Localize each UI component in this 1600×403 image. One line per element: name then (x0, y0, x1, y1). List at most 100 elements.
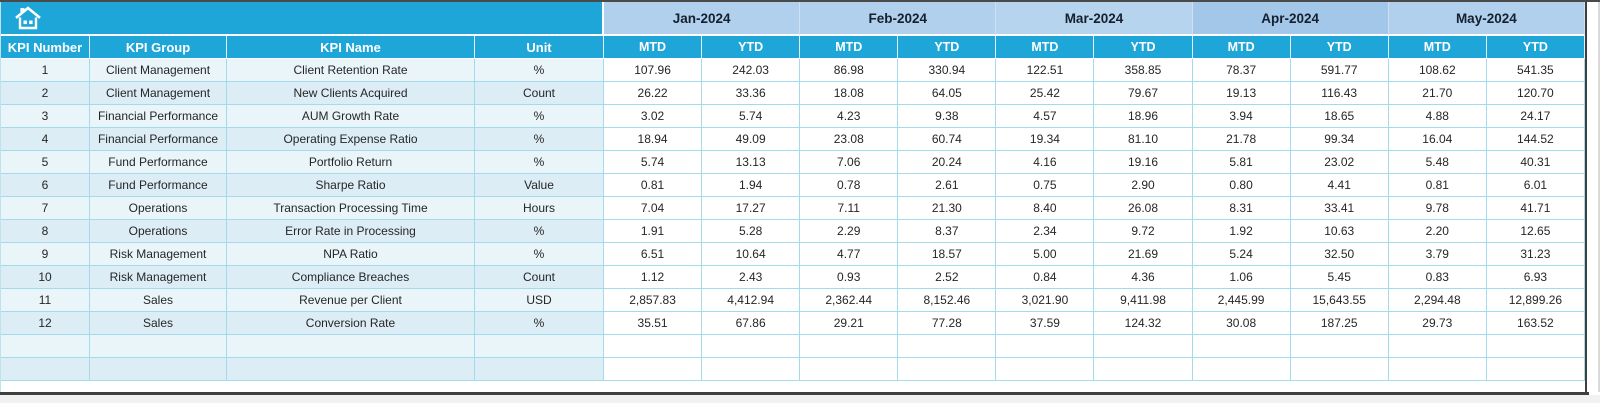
cell-value[interactable]: 29.21 (800, 312, 899, 335)
cell-value[interactable]: 1.06 (1192, 266, 1291, 289)
cell-value[interactable]: 37.59 (996, 312, 1095, 335)
cell-kpi-name[interactable]: Transaction Processing Time (227, 197, 475, 220)
cell-value[interactable]: 541.35 (1486, 59, 1585, 82)
cell-value[interactable]: 3,021.90 (996, 289, 1095, 312)
cell-kpi-name[interactable]: Error Rate in Processing (227, 220, 475, 243)
empty-cell[interactable] (1, 335, 90, 358)
cell-value[interactable]: 108.62 (1388, 59, 1487, 82)
cell-value[interactable]: 144.52 (1486, 128, 1585, 151)
cell-value[interactable]: 41.71 (1486, 197, 1585, 220)
cell-value[interactable]: 5.24 (1192, 243, 1291, 266)
home-icon[interactable] (14, 5, 42, 31)
cell-unit[interactable]: % (475, 105, 604, 128)
col-header-kpi-number[interactable]: KPI Number (1, 36, 90, 59)
cell-value[interactable]: 10.64 (702, 243, 801, 266)
cell-value[interactable]: 0.80 (1192, 174, 1291, 197)
cell-value[interactable]: 6.93 (1486, 266, 1585, 289)
cell-value[interactable]: 1.92 (1192, 220, 1291, 243)
cell-unit[interactable]: Value (475, 174, 604, 197)
cell-value[interactable]: 17.27 (702, 197, 801, 220)
cell-value[interactable]: 2.52 (898, 266, 997, 289)
cell-unit[interactable]: % (475, 59, 604, 82)
cell-value[interactable]: 8.31 (1192, 197, 1291, 220)
cell-kpi-name[interactable]: Operating Expense Ratio (227, 128, 475, 151)
cell-value[interactable]: 6.51 (604, 243, 703, 266)
cell-unit[interactable]: USD (475, 289, 604, 312)
cell-value[interactable]: 21.30 (898, 197, 997, 220)
cell-value[interactable]: 15,643.55 (1290, 289, 1389, 312)
cell-value[interactable]: 7.06 (800, 151, 899, 174)
cell-value[interactable]: 40.31 (1486, 151, 1585, 174)
empty-cell[interactable] (475, 335, 604, 358)
cell-kpi-number[interactable]: 3 (1, 105, 90, 128)
cell-kpi-number[interactable]: 9 (1, 243, 90, 266)
cell-value[interactable]: 0.81 (604, 174, 703, 197)
cell-value[interactable]: 33.36 (702, 82, 801, 105)
cell-kpi-group[interactable]: Operations (90, 197, 227, 220)
empty-cell[interactable] (90, 358, 227, 381)
cell-value[interactable]: 4.77 (800, 243, 899, 266)
cell-value[interactable]: 1.94 (702, 174, 801, 197)
cell-unit[interactable]: % (475, 220, 604, 243)
cell-kpi-number[interactable]: 6 (1, 174, 90, 197)
cell-value[interactable]: 2,445.99 (1192, 289, 1291, 312)
empty-cell[interactable] (1486, 335, 1585, 358)
cell-value[interactable]: 25.42 (996, 82, 1095, 105)
cell-value[interactable]: 4.36 (1094, 266, 1193, 289)
cell-value[interactable]: 99.34 (1290, 128, 1389, 151)
cell-value[interactable]: 0.93 (800, 266, 899, 289)
cell-value[interactable]: 12.65 (1486, 220, 1585, 243)
cell-kpi-group[interactable]: Sales (90, 312, 227, 335)
cell-value[interactable]: 9.38 (898, 105, 997, 128)
cell-value[interactable]: 5.74 (702, 105, 801, 128)
cell-kpi-name[interactable]: New Clients Acquired (227, 82, 475, 105)
cell-value[interactable]: 4.41 (1290, 174, 1389, 197)
cell-kpi-name[interactable]: Client Retention Rate (227, 59, 475, 82)
cell-value[interactable]: 21.70 (1388, 82, 1487, 105)
cell-value[interactable]: 0.83 (1388, 266, 1487, 289)
cell-value[interactable]: 35.51 (604, 312, 703, 335)
cell-kpi-number[interactable]: 1 (1, 59, 90, 82)
cell-kpi-number[interactable]: 2 (1, 82, 90, 105)
sub-header-jan-2024-mtd[interactable]: MTD (604, 36, 703, 59)
cell-value[interactable]: 120.70 (1486, 82, 1585, 105)
cell-kpi-group[interactable]: Risk Management (90, 243, 227, 266)
empty-cell[interactable] (1290, 358, 1389, 381)
cell-value[interactable]: 1.12 (604, 266, 703, 289)
empty-cell[interactable] (996, 358, 1095, 381)
cell-value[interactable]: 5.81 (1192, 151, 1291, 174)
cell-value[interactable]: 31.23 (1486, 243, 1585, 266)
cell-value[interactable]: 0.81 (1388, 174, 1487, 197)
cell-kpi-number[interactable]: 10 (1, 266, 90, 289)
month-header-feb-2024[interactable]: Feb-2024 (800, 2, 997, 36)
cell-value[interactable]: 77.28 (898, 312, 997, 335)
cell-value[interactable]: 33.41 (1290, 197, 1389, 220)
cell-kpi-name[interactable]: Sharpe Ratio (227, 174, 475, 197)
cell-unit[interactable]: % (475, 128, 604, 151)
cell-unit[interactable]: Hours (475, 197, 604, 220)
cell-value[interactable]: 1.91 (604, 220, 703, 243)
cell-value[interactable]: 2.34 (996, 220, 1095, 243)
empty-cell[interactable] (1094, 335, 1193, 358)
empty-cell[interactable] (996, 335, 1095, 358)
cell-kpi-number[interactable]: 5 (1, 151, 90, 174)
cell-value[interactable]: 18.94 (604, 128, 703, 151)
empty-cell[interactable] (1388, 335, 1487, 358)
cell-value[interactable]: 26.08 (1094, 197, 1193, 220)
cell-value[interactable]: 4.16 (996, 151, 1095, 174)
cell-kpi-number[interactable]: 7 (1, 197, 90, 220)
cell-value[interactable]: 9.72 (1094, 220, 1193, 243)
cell-kpi-group[interactable]: Financial Performance (90, 105, 227, 128)
cell-kpi-group[interactable]: Client Management (90, 59, 227, 82)
cell-value[interactable]: 4.23 (800, 105, 899, 128)
cell-kpi-number[interactable]: 11 (1, 289, 90, 312)
sub-header-mar-2024-ytd[interactable]: YTD (1094, 36, 1193, 59)
cell-kpi-name[interactable]: Revenue per Client (227, 289, 475, 312)
cell-value[interactable]: 3.02 (604, 105, 703, 128)
month-header-may-2024[interactable]: May-2024 (1388, 2, 1585, 36)
cell-value[interactable]: 0.75 (996, 174, 1095, 197)
cell-unit[interactable]: % (475, 312, 604, 335)
cell-value[interactable]: 107.96 (604, 59, 703, 82)
cell-value[interactable]: 187.25 (1290, 312, 1389, 335)
cell-value[interactable]: 24.17 (1486, 105, 1585, 128)
